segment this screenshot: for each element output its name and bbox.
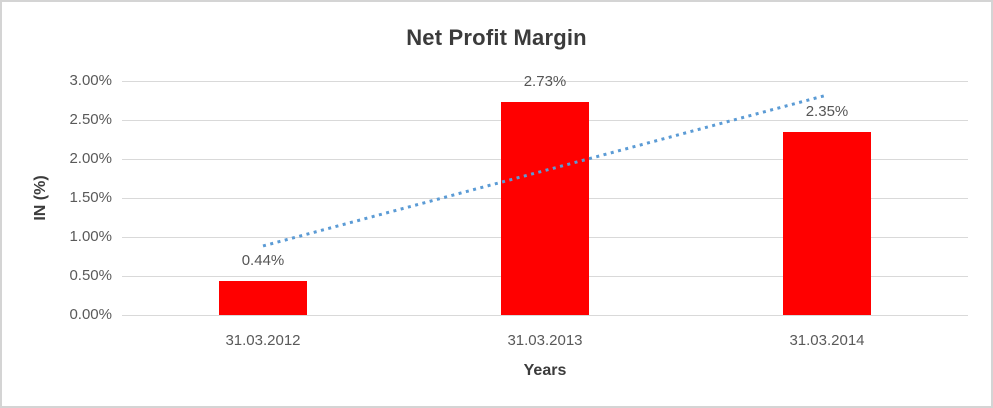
bar (783, 131, 871, 315)
gridline (122, 315, 968, 316)
bar-data-label: 2.35% (805, 102, 849, 120)
x-axis-title: Years (523, 362, 567, 379)
bar-data-label: 2.73% (523, 73, 567, 91)
x-category-label: 31.03.2013 (507, 332, 583, 349)
y-tick-label: 3.00% (69, 72, 112, 89)
chart-title: Net Profit Margin (406, 25, 587, 50)
y-tick-label: 0.50% (69, 267, 112, 284)
plot-area: 0.44% 2.73% 2.35% (122, 73, 968, 316)
y-tick-label: 0.00% (69, 306, 112, 323)
x-category-label: 31.03.2012 (225, 332, 301, 349)
bar (501, 102, 589, 315)
trendline-segment (262, 93, 828, 248)
y-tick-label: 1.00% (69, 228, 112, 245)
bar-data-label: 0.44% (241, 251, 285, 269)
x-category-label: 31.03.2014 (789, 332, 865, 349)
bar (219, 280, 307, 315)
gridline (122, 81, 968, 82)
y-tick-label: 2.00% (69, 150, 112, 167)
y-tick-label: 2.50% (69, 111, 112, 128)
y-tick-label: 1.50% (69, 189, 112, 206)
